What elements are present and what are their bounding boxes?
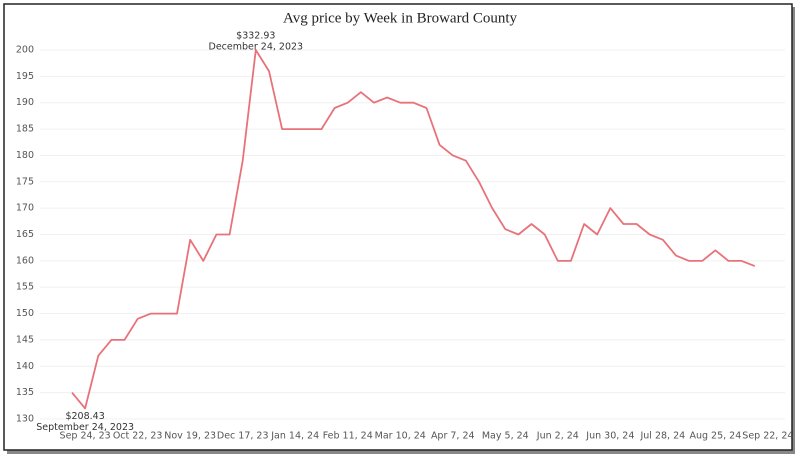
x-tick-label: May 5, 24 bbox=[482, 431, 529, 442]
y-tick-label: 170 bbox=[16, 203, 34, 214]
y-tick-label: 135 bbox=[16, 387, 34, 398]
y-tick-label: 140 bbox=[16, 361, 34, 372]
x-tick-label: Mar 10, 24 bbox=[375, 431, 426, 442]
annotation-value: $332.93 bbox=[236, 31, 275, 42]
frame bbox=[3, 3, 793, 451]
y-tick-label: 190 bbox=[16, 97, 34, 108]
y-tick-label: 195 bbox=[16, 71, 34, 82]
y-tick-label: 145 bbox=[16, 334, 34, 345]
annotation-date: September 24, 2023 bbox=[36, 422, 134, 433]
annotation-value: $208.43 bbox=[65, 411, 104, 422]
y-tick-label: 185 bbox=[16, 124, 34, 135]
y-tick-label: 175 bbox=[16, 176, 34, 187]
y-tick-label: 150 bbox=[16, 308, 34, 319]
y-tick-label: 180 bbox=[16, 150, 34, 161]
x-tick-label: Feb 11, 24 bbox=[323, 431, 373, 442]
x-tick-label: Sep 24, 23 bbox=[60, 431, 111, 442]
line bbox=[71, 49, 756, 410]
y-tick-label: 165 bbox=[16, 229, 34, 240]
y-tick-label: 130 bbox=[16, 413, 34, 424]
annotation-date: December 24, 2023 bbox=[209, 42, 304, 53]
y-tick-label: 155 bbox=[16, 282, 34, 293]
x-tick-label: Apr 7, 24 bbox=[431, 431, 475, 442]
x-tick-label: Dec 17, 23 bbox=[217, 431, 269, 442]
x-tick-label: Jul 28, 24 bbox=[639, 431, 685, 442]
x-tick-label: Jun 2, 24 bbox=[536, 431, 579, 442]
x-tick-label: Nov 19, 23 bbox=[164, 431, 216, 442]
x-tick-label: Sep 22, 24 bbox=[742, 431, 793, 442]
y-tick-label: 200 bbox=[16, 45, 34, 56]
x-tick-label: Aug 25, 24 bbox=[689, 431, 741, 442]
y-tick-label: 160 bbox=[16, 255, 34, 266]
chart-title: Avg price by Week in Broward County bbox=[283, 10, 518, 26]
x-tick-label: Jun 30, 24 bbox=[585, 431, 634, 442]
x-tick-label: Jan 14, 24 bbox=[270, 431, 319, 442]
x-tick-label: Oct 22, 23 bbox=[113, 431, 163, 442]
